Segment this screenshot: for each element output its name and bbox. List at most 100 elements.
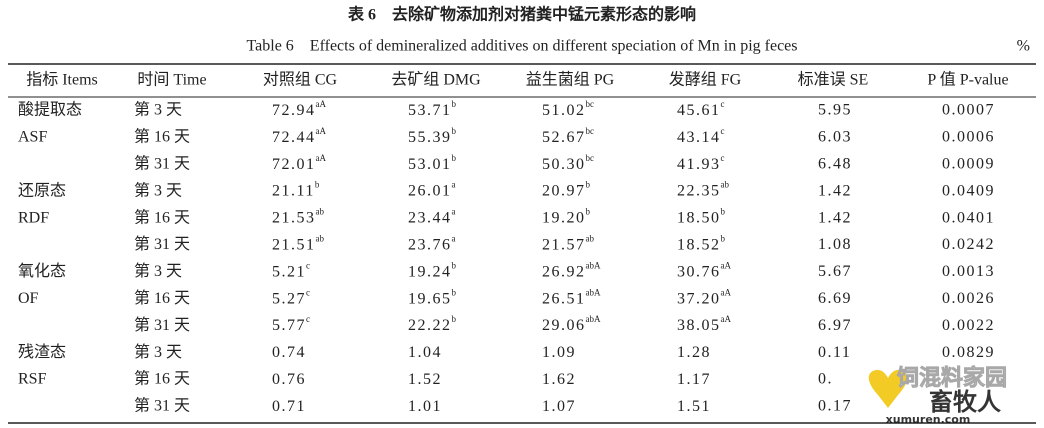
- time-label: 第 16 天: [134, 128, 190, 146]
- value: 72.44: [272, 129, 316, 146]
- significance: b: [452, 99, 457, 109]
- cell-value: 0.76: [272, 371, 306, 388]
- cell-value: 52.67bc: [542, 126, 594, 146]
- significance: ab: [721, 180, 730, 190]
- value: 55.39: [408, 129, 452, 146]
- se-value: 6.03: [818, 129, 852, 146]
- value: 5.77: [272, 317, 306, 334]
- value: 5.21: [272, 263, 306, 280]
- item-label: 氧化态: [18, 262, 66, 280]
- p-value: 0.0829: [942, 344, 995, 361]
- cell-value: 26.51abA: [542, 287, 601, 307]
- p-value: 0.0022: [942, 317, 995, 334]
- value: 1.01: [408, 398, 442, 415]
- cell-value: 1.17: [677, 371, 711, 388]
- cell-value: 19.24b: [408, 260, 457, 280]
- cell-value: 21.11b: [272, 180, 320, 200]
- p-value: 0.0007: [942, 102, 995, 119]
- significance: a: [452, 207, 456, 217]
- cell-value: 5.27c: [272, 287, 310, 307]
- time-label: 第 3 天: [134, 262, 182, 280]
- significance: bc: [586, 99, 595, 109]
- cell-value: 1.62: [542, 371, 576, 388]
- cell-value: 72.01aA: [272, 153, 326, 173]
- value: 21.53: [272, 209, 316, 226]
- cell-value: 5.21c: [272, 260, 310, 280]
- cell-value: 5.77c: [272, 314, 310, 334]
- value: 22.35: [677, 182, 721, 199]
- value: 1.62: [542, 371, 576, 388]
- value: 18.50: [677, 209, 721, 226]
- significance: c: [306, 314, 310, 324]
- se-value: 6.97: [818, 317, 852, 334]
- cell-value: 23.44a: [408, 207, 456, 227]
- cell-value: 43.14c: [677, 126, 725, 146]
- column-header: 指标 Items: [26, 71, 98, 89]
- cell-value: 19.20b: [542, 207, 591, 227]
- se-value: 0.17: [818, 398, 852, 415]
- value: 26.01: [408, 182, 452, 199]
- value: 1.28: [677, 344, 711, 361]
- cell-value: 22.22b: [408, 314, 457, 334]
- value: 0.76: [272, 371, 306, 388]
- column-header: 标准误 SE: [798, 71, 869, 89]
- value: 29.06: [542, 317, 586, 334]
- time-label: 第 16 天: [134, 370, 190, 388]
- value: 23.44: [408, 209, 452, 226]
- value: 53.71: [408, 102, 452, 119]
- cell-value: 30.76aA: [677, 260, 731, 280]
- time-label: 第 31 天: [134, 397, 190, 415]
- cell-value: 18.50b: [677, 207, 726, 227]
- significance: c: [721, 126, 725, 136]
- time-label: 第 16 天: [134, 289, 190, 307]
- cell-value: 72.44aA: [272, 126, 326, 146]
- p-value: 0.0409: [942, 182, 995, 199]
- column-header: 去矿组 DMG: [391, 71, 481, 89]
- significance: b: [315, 180, 320, 190]
- value: 21.57: [542, 236, 586, 253]
- cell-value: 29.06abA: [542, 314, 601, 334]
- value: 18.52: [677, 236, 721, 253]
- value: 26.51: [542, 290, 586, 307]
- cell-value: 1.51: [677, 398, 711, 415]
- value: 1.07: [542, 398, 576, 415]
- significance: bc: [586, 153, 595, 163]
- value: 19.20: [542, 209, 586, 226]
- significance: abA: [586, 287, 601, 297]
- p-value: 0.0401: [942, 209, 995, 226]
- cell-value: 21.57ab: [542, 234, 594, 254]
- significance: ab: [316, 207, 325, 217]
- se-value: 5.95: [818, 102, 852, 119]
- value: 51.02: [542, 102, 586, 119]
- cell-value: 50.30bc: [542, 153, 594, 173]
- significance: b: [452, 260, 457, 270]
- cell-value: 1.04: [408, 344, 442, 361]
- value: 41.93: [677, 155, 721, 172]
- significance: b: [452, 287, 457, 297]
- significance: bc: [586, 126, 595, 136]
- value: 0.74: [272, 344, 306, 361]
- item-label: RDF: [18, 209, 49, 226]
- significance: b: [452, 153, 457, 163]
- value: 1.17: [677, 371, 711, 388]
- time-label: 第 31 天: [134, 316, 190, 334]
- value: 0.71: [272, 398, 306, 415]
- item-label: ASF: [18, 129, 47, 146]
- watermark: 饲混料家园 畜牧人 xumuren.com: [868, 365, 1007, 426]
- value: 72.94: [272, 102, 316, 119]
- se-value: 0.11: [818, 344, 851, 361]
- cell-value: 45.61c: [677, 99, 725, 119]
- item-label: 残渣态: [18, 343, 66, 361]
- p-value: 0.0013: [942, 263, 995, 280]
- value: 1.09: [542, 344, 576, 361]
- cell-value: 0.71: [272, 398, 306, 415]
- item-label: 还原态: [18, 181, 66, 199]
- significance: abA: [586, 314, 601, 324]
- significance: c: [721, 153, 725, 163]
- cell-value: 38.05aA: [677, 314, 731, 334]
- significance: a: [452, 234, 456, 244]
- value: 26.92: [542, 263, 586, 280]
- column-header: P 值 P-value: [927, 71, 1008, 89]
- significance: b: [586, 180, 591, 190]
- watermark-heart: [868, 369, 908, 408]
